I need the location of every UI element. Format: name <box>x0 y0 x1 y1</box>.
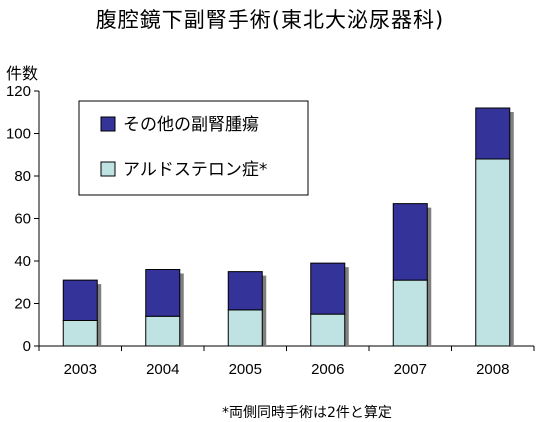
y-tick-label: 60 <box>14 211 31 228</box>
legend-label: その他の副腎腫瘍 <box>123 115 259 135</box>
legend-box <box>78 100 309 196</box>
legend-label: アルドステロン症* <box>123 160 267 180</box>
bar-segment-other-adrenal-tumor <box>62 279 98 321</box>
legend-swatch <box>100 116 116 132</box>
x-tick-label: 2003 <box>64 361 97 378</box>
chart-title: 腹腔鏡下副腎手術(東北大泌尿器科) <box>95 8 445 32</box>
y-ticks: 0 20 40 60 80 100 120 <box>6 83 39 355</box>
y-axis-label: 件数 <box>6 64 39 83</box>
x-tick-label: 2004 <box>146 361 179 378</box>
x-tick-label: 2006 <box>311 361 344 378</box>
bar-segment-aldosteronism <box>227 309 263 347</box>
bar-segment-other-adrenal-tumor <box>227 271 263 311</box>
footnote: *両側同時手術は2件と算定 <box>222 405 392 421</box>
y-tick-label: 100 <box>6 126 31 143</box>
x-tick-label: 2008 <box>476 361 509 378</box>
bar-segment-other-adrenal-tumor <box>310 262 346 315</box>
legend-swatch <box>100 161 116 177</box>
bar-segment-aldosteronism <box>475 158 511 347</box>
y-tick-label: 20 <box>14 296 31 313</box>
bar-segment-aldosteronism <box>62 320 98 347</box>
bars <box>62 107 514 347</box>
x-ticks: 2003 2004 2005 2006 2007 2008 <box>38 346 535 378</box>
bar-segment-aldosteronism <box>310 313 346 347</box>
bar-segment-other-adrenal-tumor <box>145 269 181 317</box>
bar-segment-other-adrenal-tumor <box>475 107 511 160</box>
y-tick-label: 120 <box>6 83 31 100</box>
y-tick-label: 80 <box>14 168 31 185</box>
x-tick-label: 2005 <box>229 361 262 378</box>
bar-segment-aldosteronism <box>392 279 428 347</box>
x-tick-label: 2007 <box>394 361 427 378</box>
y-tick-label: 40 <box>14 253 31 270</box>
y-tick-label: 0 <box>23 338 31 355</box>
bar-segment-other-adrenal-tumor <box>392 203 428 281</box>
bar-segment-aldosteronism <box>145 315 181 347</box>
